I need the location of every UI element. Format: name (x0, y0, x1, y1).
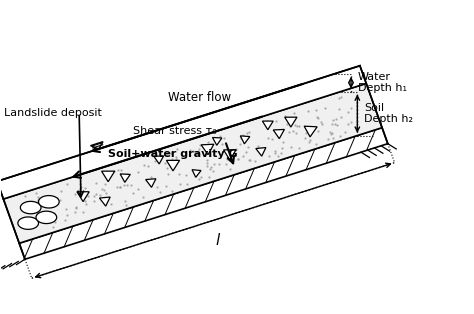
Polygon shape (36, 211, 57, 224)
Polygon shape (120, 174, 130, 182)
Polygon shape (212, 138, 222, 145)
Text: l: l (216, 233, 220, 248)
Polygon shape (256, 148, 266, 156)
Text: Water flow: Water flow (168, 91, 231, 104)
Polygon shape (263, 121, 273, 130)
Polygon shape (146, 179, 156, 187)
Polygon shape (3, 84, 382, 243)
Text: Landslide deposit: Landslide deposit (4, 107, 101, 117)
Polygon shape (273, 129, 284, 139)
Polygon shape (240, 136, 250, 144)
Polygon shape (20, 201, 41, 214)
Polygon shape (285, 117, 297, 127)
Polygon shape (19, 128, 388, 259)
Polygon shape (0, 66, 366, 199)
Text: Water
Depth h₁: Water Depth h₁ (358, 72, 407, 94)
Polygon shape (101, 171, 115, 182)
Text: Soil+water gravity G: Soil+water gravity G (109, 149, 238, 159)
Polygon shape (224, 150, 236, 160)
Polygon shape (166, 160, 180, 171)
Polygon shape (154, 156, 164, 164)
Polygon shape (304, 126, 317, 137)
Polygon shape (100, 197, 110, 206)
Polygon shape (91, 142, 103, 149)
Text: Shear stress τ₀: Shear stress τ₀ (133, 126, 217, 136)
Polygon shape (38, 196, 59, 208)
Polygon shape (192, 170, 201, 177)
Polygon shape (77, 192, 89, 202)
Polygon shape (18, 217, 38, 229)
Text: Soil
Depth h₂: Soil Depth h₂ (365, 103, 413, 124)
Polygon shape (201, 144, 214, 155)
